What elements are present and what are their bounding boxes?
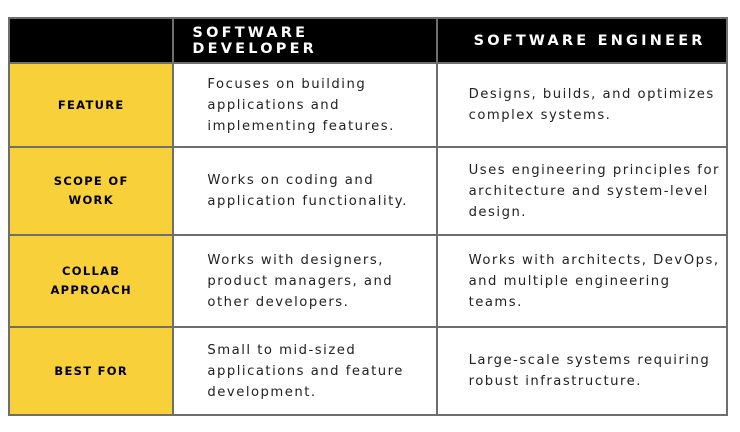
row-label: BEST FOR (7, 326, 175, 416)
row-label: COLLAB APPROACH (7, 234, 175, 328)
developer-cell: Small to mid-sized applications and feat… (172, 326, 438, 416)
developer-cell: Works with designers, product managers, … (172, 234, 438, 328)
engineer-cell: Works with architects, DevOps, and multi… (435, 234, 729, 328)
engineer-cell: Large-scale systems requiring robust inf… (435, 326, 729, 416)
header-corner (7, 17, 175, 64)
comparison-table: SOFTWARE DEVELOPER SOFTWARE ENGINEER FEA… (7, 17, 729, 416)
header-software-engineer: SOFTWARE ENGINEER (435, 17, 729, 64)
header-row: SOFTWARE DEVELOPER SOFTWARE ENGINEER (7, 17, 729, 64)
engineer-cell: Uses engineering principles for architec… (435, 146, 729, 236)
header-software-developer: SOFTWARE DEVELOPER (172, 17, 438, 64)
table-row: SCOPE OF WORK Works on coding and applic… (7, 146, 729, 236)
developer-cell: Focuses on building applications and imp… (172, 62, 438, 148)
row-label: FEATURE (7, 62, 175, 148)
table-row: BEST FOR Small to mid-sized applications… (7, 326, 729, 416)
developer-cell: Works on coding and application function… (172, 146, 438, 236)
table-row: FEATURE Focuses on building applications… (7, 62, 729, 148)
table-row: COLLAB APPROACH Works with designers, pr… (7, 234, 729, 328)
engineer-cell: Designs, builds, and optimizes complex s… (435, 62, 729, 148)
row-label: SCOPE OF WORK (7, 146, 175, 236)
